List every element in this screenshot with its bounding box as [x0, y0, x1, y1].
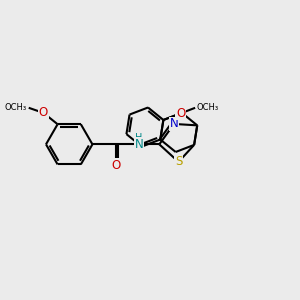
- Text: OCH₃: OCH₃: [4, 103, 26, 112]
- Text: O: O: [39, 106, 48, 119]
- Text: H: H: [135, 133, 142, 143]
- Text: O: O: [111, 159, 120, 172]
- Text: N: N: [169, 117, 178, 130]
- Text: O: O: [176, 107, 185, 120]
- Text: OCH₃: OCH₃: [196, 103, 219, 112]
- Text: S: S: [175, 155, 182, 168]
- Text: N: N: [134, 138, 143, 151]
